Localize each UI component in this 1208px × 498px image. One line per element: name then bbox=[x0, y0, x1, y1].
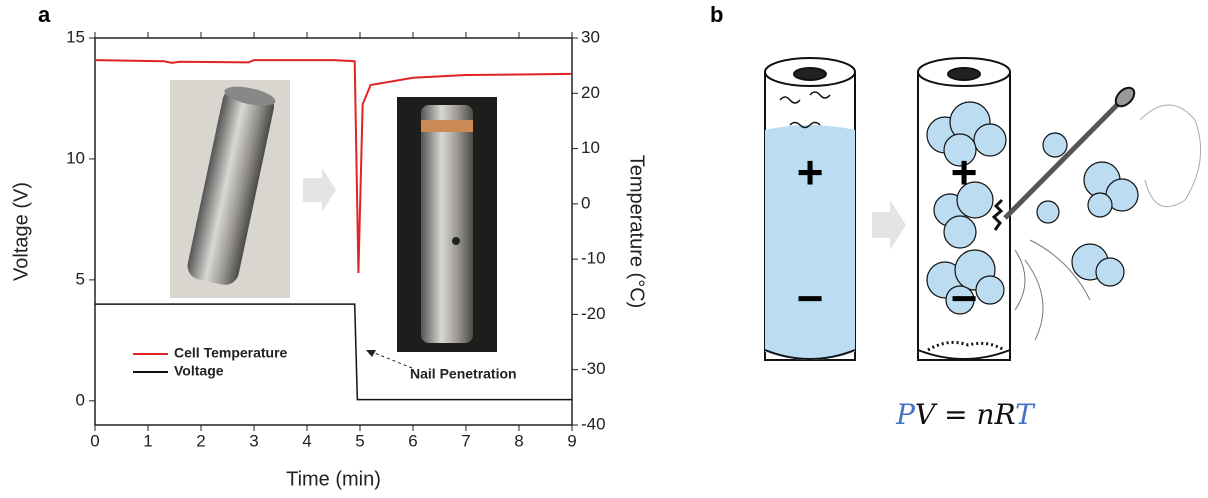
equation-part: T bbox=[1015, 398, 1036, 431]
y2-tick-label: -10 bbox=[581, 249, 606, 268]
series-line bbox=[94, 59, 573, 273]
annotation-arrow bbox=[371, 351, 413, 369]
y-axis-label: Voltage (V) bbox=[10, 182, 32, 281]
equation: PV = nRT bbox=[895, 398, 1036, 431]
y-tick-label: 10 bbox=[66, 148, 85, 167]
y2-tick-label: -40 bbox=[581, 414, 606, 433]
legend-label: Voltage bbox=[174, 363, 224, 379]
y2-tick-label: -30 bbox=[581, 359, 606, 378]
series-line bbox=[95, 303, 572, 401]
x-tick-label: 0 bbox=[90, 431, 99, 450]
panel-label: b bbox=[710, 2, 723, 27]
plot-frame bbox=[94, 37, 573, 426]
battery-intact bbox=[764, 57, 856, 361]
y2-tick-label: 10 bbox=[581, 138, 600, 157]
x-tick-label: 5 bbox=[355, 431, 364, 450]
battery-punctured bbox=[917, 57, 1202, 361]
panel-label: a bbox=[38, 2, 51, 27]
photo-after bbox=[397, 97, 497, 352]
x-tick-label: 9 bbox=[567, 431, 576, 450]
y-tick-label: 0 bbox=[76, 390, 85, 409]
x-axis-label: Time (min) bbox=[286, 468, 381, 490]
x-tick-label: 7 bbox=[461, 431, 470, 450]
y-tick-label: 15 bbox=[66, 27, 85, 46]
x-tick-label: 4 bbox=[302, 431, 311, 450]
y2-tick-label: 0 bbox=[581, 193, 590, 212]
arrow bbox=[303, 168, 336, 212]
y2-tick-label: 30 bbox=[581, 27, 600, 46]
x-tick-label: 3 bbox=[249, 431, 258, 450]
photo-before bbox=[170, 80, 290, 298]
chart: 0 1 2 3 4 5 6 7 8 9 0 5 10 15 -40 -30 -20 -10 0 10 20 30 Time … bbox=[10, 27, 647, 490]
legend-label: Cell Temperature bbox=[174, 345, 288, 361]
x-tick-label: 1 bbox=[143, 431, 152, 450]
x-tick-label: 2 bbox=[196, 431, 205, 450]
sign: + bbox=[797, 146, 824, 198]
y2-tick-label: -20 bbox=[581, 304, 606, 323]
annotation-arrowhead bbox=[366, 350, 376, 357]
y2-tick-label: 20 bbox=[581, 83, 600, 102]
arrow bbox=[872, 200, 906, 250]
x-tick-label: 8 bbox=[514, 431, 523, 450]
sign: − bbox=[951, 272, 978, 324]
equation-part: V = nR bbox=[915, 398, 1016, 431]
sign: + bbox=[951, 146, 978, 198]
sign: − bbox=[797, 272, 824, 324]
annotation: Nail Penetration bbox=[410, 366, 517, 382]
y-tick-label: 5 bbox=[76, 269, 85, 288]
equation-part: P bbox=[895, 398, 916, 431]
x-tick-label: 6 bbox=[408, 431, 417, 450]
y2-axis-label: Temperature (°C) bbox=[626, 155, 648, 309]
